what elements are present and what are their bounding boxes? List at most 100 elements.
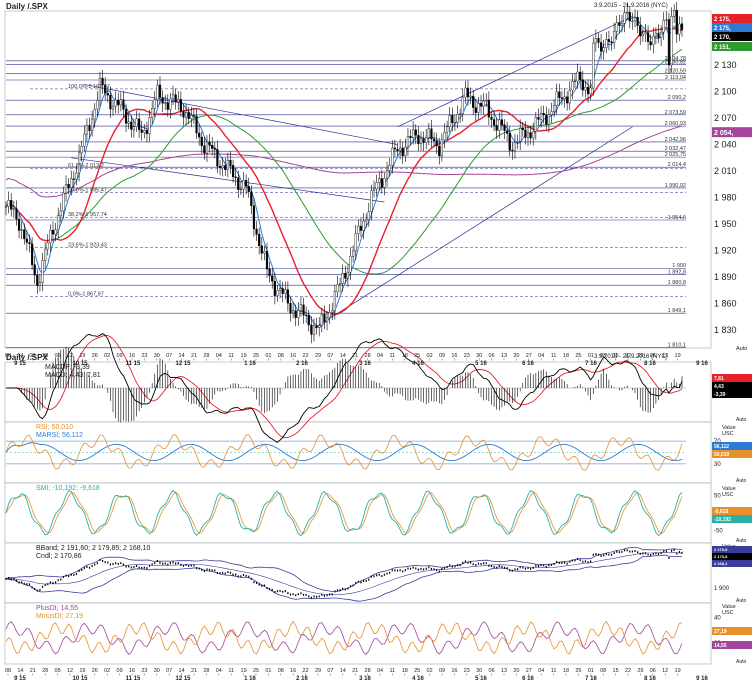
candle-body: [589, 87, 592, 95]
bband-candle: [417, 568, 419, 571]
bband-candle: [47, 583, 49, 586]
candle-body: [320, 313, 323, 326]
bband-candle: [524, 567, 526, 570]
bband-candle: [409, 567, 412, 570]
bband-candle: [315, 595, 318, 598]
candle-body: [508, 133, 511, 151]
bband-candle: [156, 559, 158, 562]
candle-body: [597, 38, 600, 43]
candle-body: [430, 128, 433, 140]
lower-chart-title: Daily /.SPX: [6, 353, 48, 362]
bband-candle: [637, 551, 639, 554]
main-x-day-32: 18: [402, 353, 408, 359]
bband-candle: [78, 569, 80, 572]
smi-panel-frame: [4, 482, 712, 544]
smi-badge-0: -9,618: [714, 509, 728, 515]
level-label-12: 1 954,6: [668, 215, 686, 221]
level-label-15: 1 880,8: [668, 280, 686, 286]
bband-candle: [543, 564, 545, 567]
bband-candle: [475, 564, 477, 567]
bband-candle: [101, 559, 104, 562]
candle-body: [106, 92, 109, 96]
candle-body: [412, 129, 415, 138]
main-x-day-41: 20: [513, 353, 519, 359]
candle-body: [85, 125, 89, 135]
candle-body: [451, 115, 454, 124]
level-label-10: 2 014,4: [668, 162, 686, 168]
price-badge-1-bg: [712, 23, 752, 32]
candle-body: [422, 138, 425, 143]
macd-badge-2-bg: [712, 390, 752, 398]
bband-candle: [107, 561, 109, 564]
candle-body: [278, 288, 282, 291]
macd-panel-frame: [4, 361, 712, 423]
main-x-day-19: 19: [241, 353, 247, 359]
bband-candle: [146, 567, 148, 570]
bband-candle: [305, 593, 307, 596]
price-badge-0: 2 175,: [714, 17, 731, 23]
bottom-x-day-4: 05: [55, 668, 61, 674]
main-x-month-11: 8 16: [644, 361, 656, 367]
main-x-day-52: 06: [650, 353, 656, 359]
candle-body: [346, 271, 350, 279]
bband-candle: [608, 553, 610, 556]
candle-body: [265, 251, 269, 270]
candle-body: [143, 130, 146, 133]
candle-body: [72, 178, 75, 180]
bband-candle: [616, 550, 618, 553]
bband-candle: [420, 567, 422, 570]
bottom-x-day-35: 09: [439, 668, 445, 674]
candle-body: [140, 129, 143, 133]
bottom-x-day-14: 14: [179, 668, 185, 674]
bband-candle: [540, 564, 542, 567]
candle-body: [560, 97, 564, 100]
candle-body: [101, 77, 104, 86]
bband-candle: [438, 570, 440, 573]
price-axis-tick-5: 1 980: [714, 193, 737, 203]
bottom-x-month-6: 3 16: [359, 676, 371, 682]
price-axis-tick-2: 2 070: [714, 113, 737, 123]
bband-candle: [681, 551, 683, 554]
bottom-x-month-2: 11 15: [126, 676, 141, 682]
bband-badge-0-bg: [712, 546, 752, 553]
candle-body: [145, 130, 149, 135]
candle-body: [378, 178, 381, 183]
bband-candle: [597, 553, 600, 556]
candle-body: [231, 164, 235, 178]
price-axis-tick-9: 1 860: [714, 299, 737, 309]
bband-candle: [605, 553, 607, 556]
bottom-x-day-34: 02: [427, 668, 433, 674]
main-x-month-8: 5 16: [475, 361, 487, 367]
candle-body: [605, 39, 608, 48]
bband-candle: [673, 548, 675, 551]
candle-body: [169, 98, 172, 110]
bband-candle: [428, 566, 430, 569]
candle-body: [41, 260, 44, 283]
candle-body: [179, 99, 182, 112]
bband-candle: [389, 571, 391, 574]
candle-body: [399, 147, 402, 151]
bband-candle: [287, 592, 289, 595]
candle-body: [33, 264, 36, 276]
main-x-day-50: 22: [625, 353, 631, 359]
bottom-x-day-25: 29: [315, 668, 321, 674]
main-x-day-9: 09: [117, 353, 123, 359]
bottom-x-day-36: 16: [451, 668, 457, 674]
main-x-month-12: 9 16: [696, 361, 708, 367]
main-chart-title: Daily /.SPX: [6, 2, 48, 11]
candle-body: [305, 314, 308, 317]
bband-candle: [198, 567, 200, 570]
bband-candle: [655, 552, 657, 555]
candle-body: [242, 180, 245, 190]
level-label-6: 2 060,93: [665, 121, 686, 127]
bband-candle: [592, 553, 594, 556]
bband-candle: [73, 573, 75, 576]
candle-body: [440, 139, 443, 157]
bband-candle: [175, 562, 177, 565]
main-x-month-5: 2 16: [296, 361, 308, 367]
candle-body: [401, 147, 404, 157]
bband-candle: [639, 552, 641, 555]
bband-candle: [472, 563, 474, 566]
rsi-badge-1-bg: [712, 450, 752, 458]
candle-body: [64, 183, 68, 194]
